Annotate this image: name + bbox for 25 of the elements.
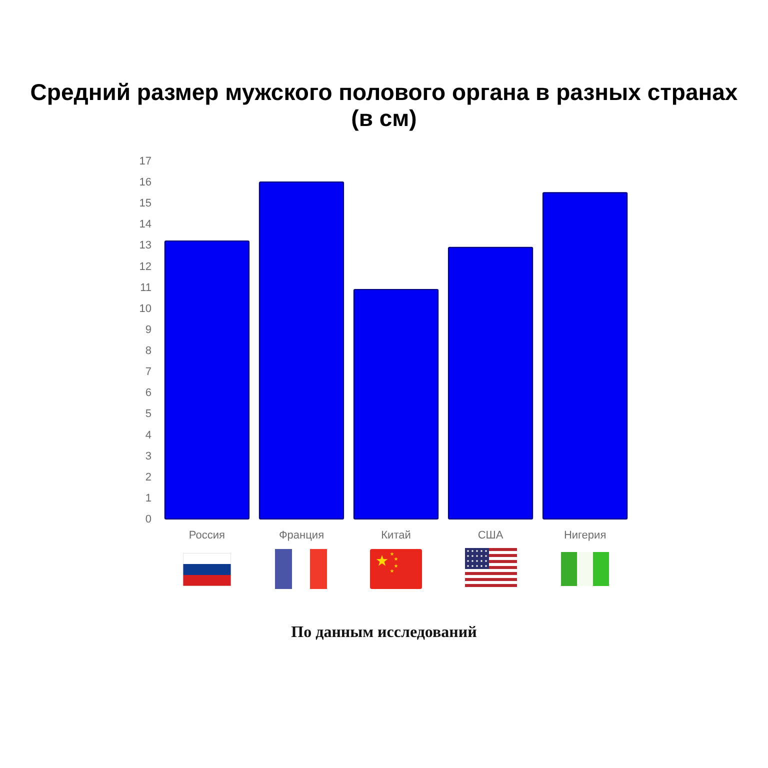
y-tick-label: 4 <box>145 429 152 442</box>
x-tick-label: Китай <box>381 530 411 542</box>
y-tick-label: 15 <box>139 198 152 210</box>
chart-title: Средний размер мужского полового органа в разных странах (в см) <box>30 79 738 131</box>
y-tick-label: 16 <box>139 176 152 189</box>
x-tick-label: Нигерия <box>564 530 606 542</box>
x-tick-label: США <box>478 530 504 542</box>
y-tick-label: 17 <box>139 156 152 168</box>
y-tick-label: 6 <box>145 387 152 400</box>
y-tick-label: 3 <box>145 450 152 462</box>
y-tick-label: 9 <box>145 324 152 336</box>
y-tick-label: 0 <box>145 514 152 526</box>
y-tick-label: 10 <box>139 302 152 315</box>
y-tick-label: 11 <box>140 282 152 294</box>
text: По данным исследований <box>290 624 478 642</box>
y-tick-label: 2 <box>145 471 152 484</box>
y-tick-label: 13 <box>139 240 152 252</box>
y-tick-label: 7 <box>145 366 152 378</box>
y-tick-label: 12 <box>139 260 152 273</box>
y-tick-label: 5 <box>145 408 152 420</box>
y-tick-label: 14 <box>139 218 152 231</box>
y-tick-label: 1 <box>145 492 152 504</box>
y-tick-label: 8 <box>145 345 152 358</box>
x-tick-label: Россия <box>188 530 226 542</box>
x-tick-label: Франция <box>278 530 324 542</box>
